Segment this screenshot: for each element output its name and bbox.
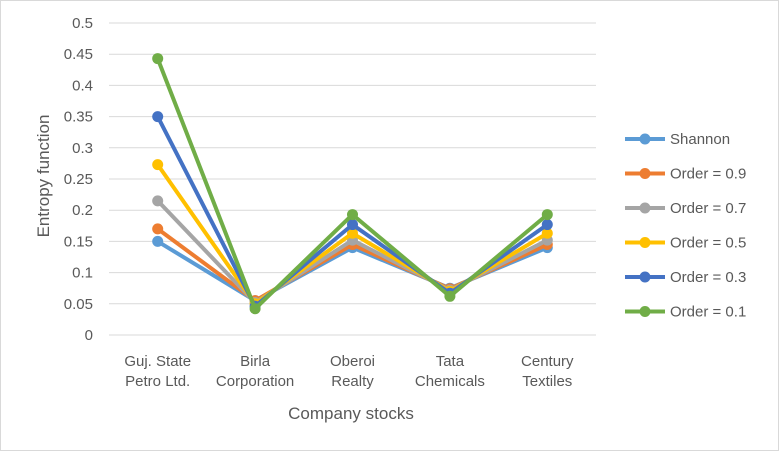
data-point bbox=[347, 219, 358, 231]
y-tick-label: 0.3 bbox=[72, 140, 93, 157]
data-point bbox=[152, 195, 164, 207]
data-point bbox=[152, 111, 164, 123]
legend-label: Order = 0.3 bbox=[670, 269, 746, 286]
data-point bbox=[541, 227, 553, 239]
y-tick-label: 0.4 bbox=[72, 77, 93, 94]
series-lines bbox=[152, 53, 553, 315]
legend-marker bbox=[639, 271, 651, 283]
y-tick-label: 0.35 bbox=[64, 109, 93, 126]
legend-marker bbox=[639, 306, 651, 317]
data-point bbox=[541, 209, 553, 221]
y-tick-label: 0.2 bbox=[72, 202, 93, 219]
data-point bbox=[152, 159, 164, 171]
data-point bbox=[347, 227, 358, 239]
y-axis-ticks: 0 0.05 0.1 0.15 0.2 0.25 0.3 0.35 0.4 0.45 0.5 bbox=[64, 15, 93, 344]
legend-label: Order = 0.9 bbox=[670, 166, 746, 183]
legend-marker bbox=[639, 168, 651, 179]
data-point bbox=[249, 303, 261, 315]
legend-label: Shannon bbox=[670, 131, 730, 148]
y-tick-label: 0.1 bbox=[72, 265, 93, 282]
x-axis-title: Company stocks bbox=[288, 404, 414, 423]
x-tick-label: Birla Corporation bbox=[216, 353, 294, 390]
data-point bbox=[347, 209, 358, 221]
data-point bbox=[152, 53, 164, 65]
x-axis-ticks: Guj. State Petro Ltd. Birla Corporation Ober… bbox=[124, 353, 574, 390]
y-tick-label: 0.5 bbox=[72, 15, 93, 32]
y-tick-label: 0.25 bbox=[64, 171, 93, 188]
data-point bbox=[541, 219, 553, 231]
legend-marker bbox=[639, 237, 651, 248]
data-point bbox=[152, 223, 164, 235]
gridlines bbox=[109, 22, 596, 336]
x-tick-label: Tata Chemicals bbox=[415, 353, 485, 390]
y-tick-label: 0.05 bbox=[64, 296, 93, 313]
legend-label: Order = 0.5 bbox=[670, 235, 746, 252]
legend-marker bbox=[639, 202, 651, 214]
data-point bbox=[444, 290, 456, 302]
y-tick-label: 0 bbox=[85, 327, 93, 344]
legend-label: Order = 0.1 bbox=[670, 304, 746, 321]
data-point bbox=[152, 235, 164, 247]
legend-label: Order = 0.7 bbox=[670, 200, 746, 217]
legend-marker bbox=[639, 133, 651, 145]
y-axis-title: Entropy function bbox=[34, 115, 53, 238]
x-tick-label: Oberoi Realty bbox=[330, 353, 375, 390]
x-tick-label: Century Textiles bbox=[521, 353, 574, 390]
y-tick-label: 0.15 bbox=[64, 233, 93, 250]
y-tick-label: 0.45 bbox=[64, 46, 93, 63]
x-tick-label: Guj. State Petro Ltd. bbox=[124, 353, 191, 390]
legend: Shannon Order = 0.9 Order = 0.7 Order = 0.5… bbox=[625, 131, 746, 321]
